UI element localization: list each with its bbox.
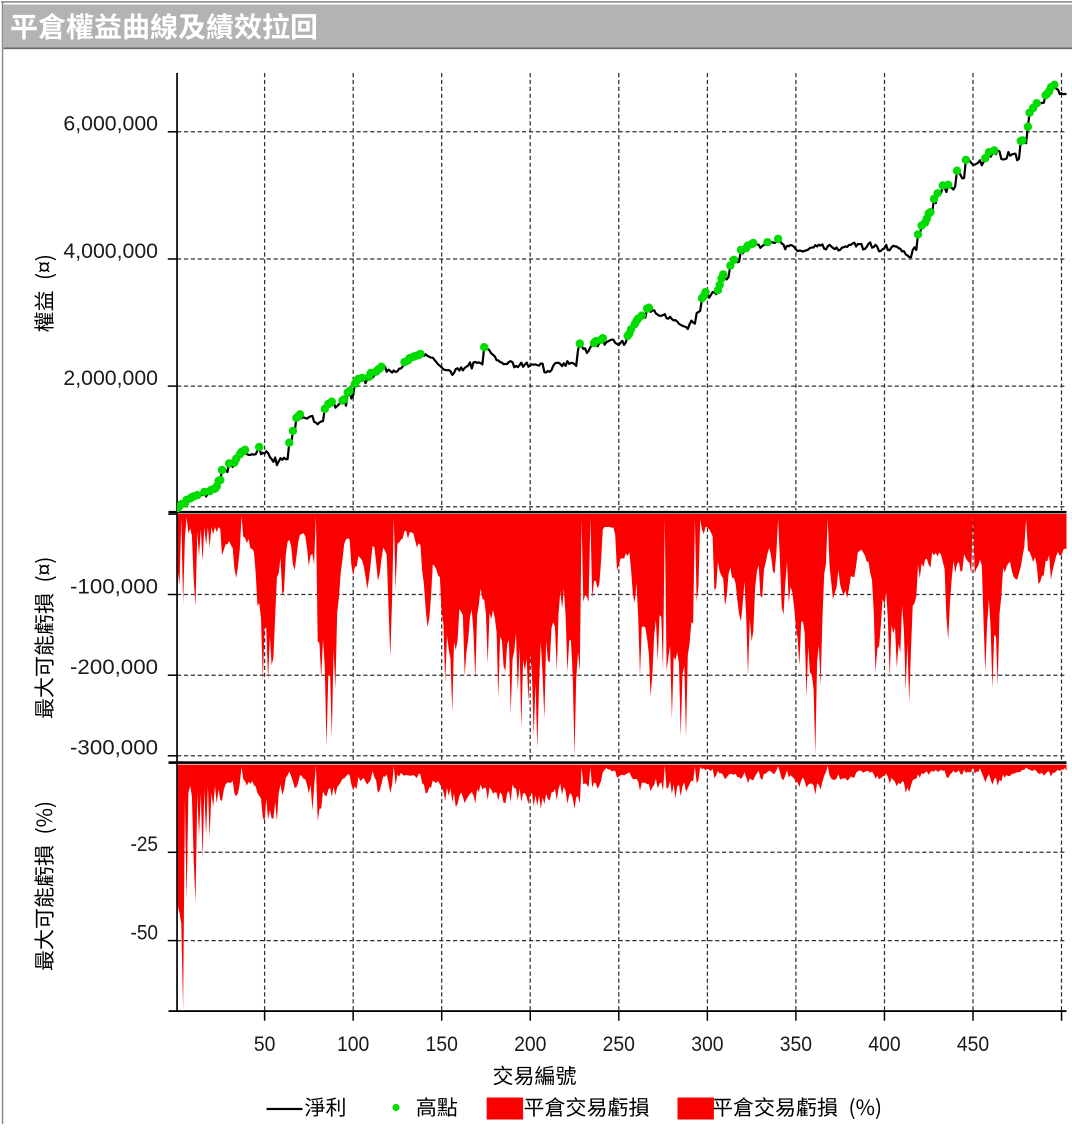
svg-text:-25: -25 bbox=[131, 832, 159, 856]
svg-text:2,000,000: 2,000,000 bbox=[63, 366, 158, 390]
svg-text:-200,000: -200,000 bbox=[70, 655, 158, 679]
svg-text:250: 250 bbox=[603, 1032, 635, 1056]
svg-text:400: 400 bbox=[868, 1032, 900, 1056]
svg-text:50: 50 bbox=[254, 1032, 276, 1056]
svg-text:-50: -50 bbox=[131, 920, 159, 944]
svg-text:150: 150 bbox=[426, 1032, 458, 1056]
svg-text:300: 300 bbox=[691, 1032, 723, 1056]
svg-text:-300,000: -300,000 bbox=[70, 736, 158, 760]
svg-text:450: 450 bbox=[957, 1032, 989, 1056]
svg-text:-100,000: -100,000 bbox=[70, 574, 158, 598]
svg-text:200: 200 bbox=[514, 1032, 546, 1056]
svg-text:6,000,000: 6,000,000 bbox=[63, 112, 158, 136]
svg-text:4,000,000: 4,000,000 bbox=[63, 239, 158, 263]
svg-text:350: 350 bbox=[780, 1032, 812, 1056]
svg-text:100: 100 bbox=[337, 1032, 369, 1056]
